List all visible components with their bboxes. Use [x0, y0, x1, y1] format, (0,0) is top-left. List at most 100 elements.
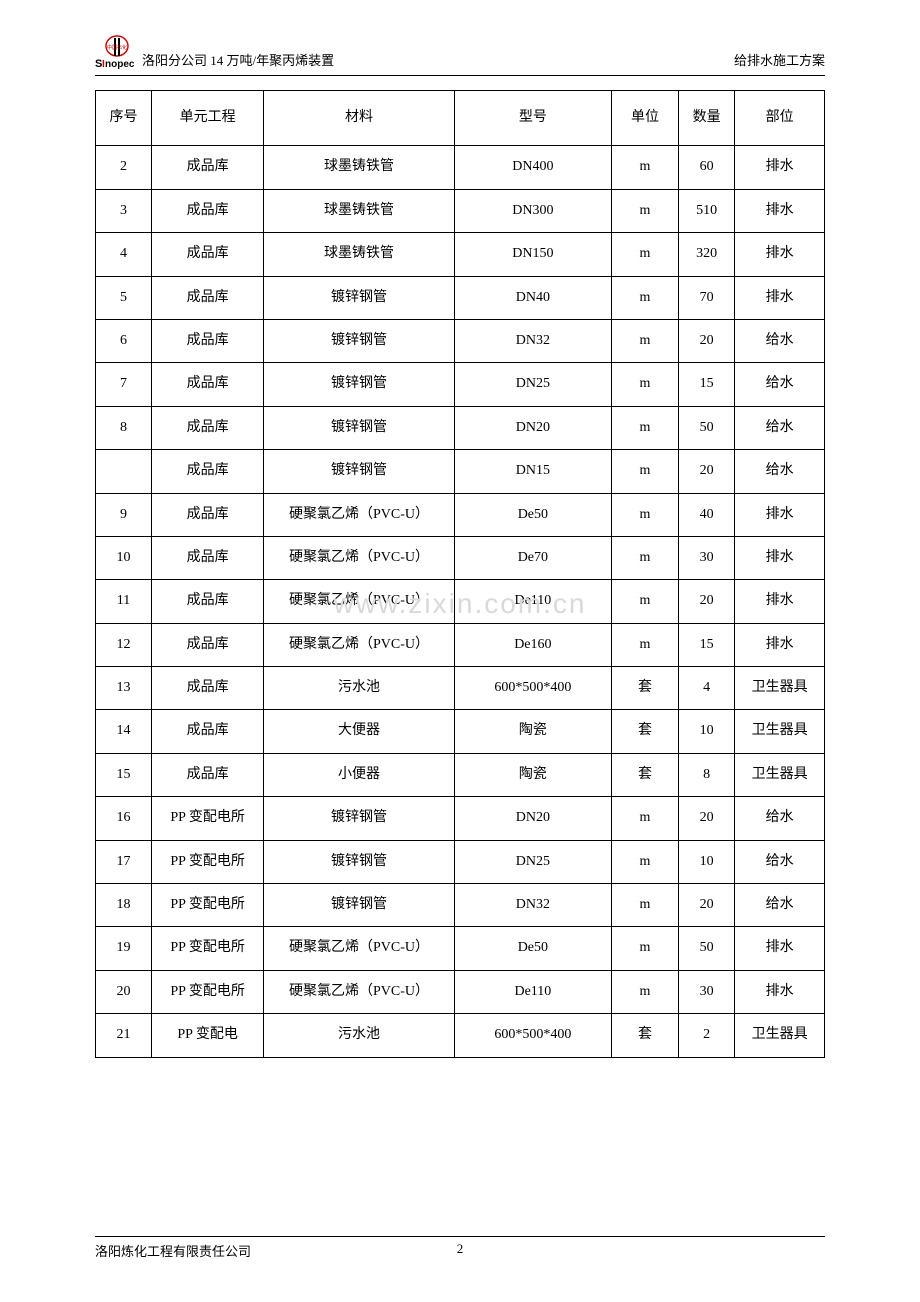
table-row: 18PP 变配电所镀锌钢管DN32m20给水: [96, 884, 825, 927]
table-row: 2成品库球墨铸铁管DN400m60排水: [96, 146, 825, 189]
table-cell: m: [611, 233, 678, 276]
table-cell: [96, 450, 152, 493]
table-cell: 17: [96, 840, 152, 883]
table-cell: 给水: [735, 840, 825, 883]
footer-page-number: 2: [457, 1241, 464, 1257]
table-cell: 30: [679, 536, 735, 579]
table-cell: 卫生器具: [735, 1014, 825, 1057]
table-cell: m: [611, 884, 678, 927]
col-header-loc: 部位: [735, 91, 825, 146]
table-cell: 镀锌钢管: [264, 363, 455, 406]
table-cell: 排水: [735, 580, 825, 623]
table-cell: DN400: [454, 146, 611, 189]
table-cell: 40: [679, 493, 735, 536]
table-cell: 镀锌钢管: [264, 884, 455, 927]
table-cell: 20: [679, 797, 735, 840]
table-cell: 套: [611, 710, 678, 753]
col-header-qty: 数量: [679, 91, 735, 146]
table-cell: 50: [679, 406, 735, 449]
table-header-row: 序号 单元工程 材料 型号 单位 数量 部位: [96, 91, 825, 146]
table-cell: 排水: [735, 189, 825, 232]
table-cell: m: [611, 927, 678, 970]
table-row: 10成品库硬聚氯乙烯（PVC-U）De70m30排水: [96, 536, 825, 579]
table-cell: PP 变配电: [152, 1014, 264, 1057]
table-cell: DN25: [454, 840, 611, 883]
table-cell: 20: [96, 970, 152, 1013]
table-cell: m: [611, 363, 678, 406]
table-cell: 8: [679, 753, 735, 796]
table-cell: m: [611, 189, 678, 232]
sinopec-logo-icon: 中国石化 S I nopec: [95, 35, 139, 69]
table-cell: 510: [679, 189, 735, 232]
table-cell: 15: [679, 623, 735, 666]
table-cell: DN15: [454, 450, 611, 493]
table-cell: 卫生器具: [735, 667, 825, 710]
table-cell: 12: [96, 623, 152, 666]
table-cell: De110: [454, 970, 611, 1013]
table-head: 序号 单元工程 材料 型号 单位 数量 部位: [96, 91, 825, 146]
table-row: 12成品库硬聚氯乙烯（PVC-U）De160m15排水: [96, 623, 825, 666]
table-cell: 8: [96, 406, 152, 449]
table-cell: 600*500*400: [454, 667, 611, 710]
col-header-mod: 型号: [454, 91, 611, 146]
table-cell: 排水: [735, 536, 825, 579]
table-cell: 给水: [735, 319, 825, 362]
table-cell: 陶瓷: [454, 753, 611, 796]
table-cell: 大便器: [264, 710, 455, 753]
page: 中国石化 S I nopec 洛阳分公司 14 万吨/年聚丙烯装置 给排水施工方…: [0, 0, 920, 1302]
table-cell: 7: [96, 363, 152, 406]
table-cell: 成品库: [152, 710, 264, 753]
table-cell: 6: [96, 319, 152, 362]
table-body: 2成品库球墨铸铁管DN400m60排水3成品库球墨铸铁管DN300m510排水4…: [96, 146, 825, 1057]
table-cell: 排水: [735, 233, 825, 276]
table-cell: 50: [679, 927, 735, 970]
svg-text:nopec: nopec: [105, 59, 135, 69]
table-cell: DN20: [454, 406, 611, 449]
table-cell: 排水: [735, 970, 825, 1013]
footer-company: 洛阳炼化工程有限责任公司: [95, 1241, 251, 1260]
table-cell: 60: [679, 146, 735, 189]
table-cell: 镀锌钢管: [264, 840, 455, 883]
table-cell: 成品库: [152, 536, 264, 579]
table-cell: 14: [96, 710, 152, 753]
table-row: 4成品库球墨铸铁管DN150m320排水: [96, 233, 825, 276]
table-cell: 16: [96, 797, 152, 840]
table-cell: De50: [454, 493, 611, 536]
header-left: 中国石化 S I nopec 洛阳分公司 14 万吨/年聚丙烯装置: [95, 35, 334, 69]
table-cell: 硬聚氯乙烯（PVC-U）: [264, 927, 455, 970]
table-cell: 成品库: [152, 146, 264, 189]
table-cell: 320: [679, 233, 735, 276]
table-cell: 21: [96, 1014, 152, 1057]
table-cell: 10: [679, 710, 735, 753]
table-row: 14成品库大便器陶瓷套10卫生器具: [96, 710, 825, 753]
table-cell: 30: [679, 970, 735, 1013]
page-footer: 洛阳炼化工程有限责任公司 2: [95, 1236, 825, 1260]
table-cell: 套: [611, 753, 678, 796]
table-cell: 排水: [735, 927, 825, 970]
table-cell: 镀锌钢管: [264, 797, 455, 840]
table-cell: PP 变配电所: [152, 884, 264, 927]
table-cell: 成品库: [152, 363, 264, 406]
table-cell: 镀锌钢管: [264, 450, 455, 493]
col-header-mat: 材料: [264, 91, 455, 146]
table-cell: DN40: [454, 276, 611, 319]
table-cell: 污水池: [264, 667, 455, 710]
table-cell: 给水: [735, 797, 825, 840]
table-cell: DN32: [454, 884, 611, 927]
table-cell: PP 变配电所: [152, 840, 264, 883]
col-header-unit: 单元工程: [152, 91, 264, 146]
table-cell: 成品库: [152, 667, 264, 710]
table-cell: 70: [679, 276, 735, 319]
table-cell: 2: [679, 1014, 735, 1057]
table-row: 20PP 变配电所硬聚氯乙烯（PVC-U）De110m30排水: [96, 970, 825, 1013]
table-cell: m: [611, 319, 678, 362]
table-cell: 排水: [735, 146, 825, 189]
table-row: 7成品库镀锌钢管DN25m15给水: [96, 363, 825, 406]
table-cell: 20: [679, 580, 735, 623]
table-cell: 球墨铸铁管: [264, 233, 455, 276]
col-header-seq: 序号: [96, 91, 152, 146]
table-cell: 镀锌钢管: [264, 406, 455, 449]
table-cell: 卫生器具: [735, 753, 825, 796]
table-row: 17PP 变配电所镀锌钢管DN25m10给水: [96, 840, 825, 883]
table-cell: m: [611, 146, 678, 189]
